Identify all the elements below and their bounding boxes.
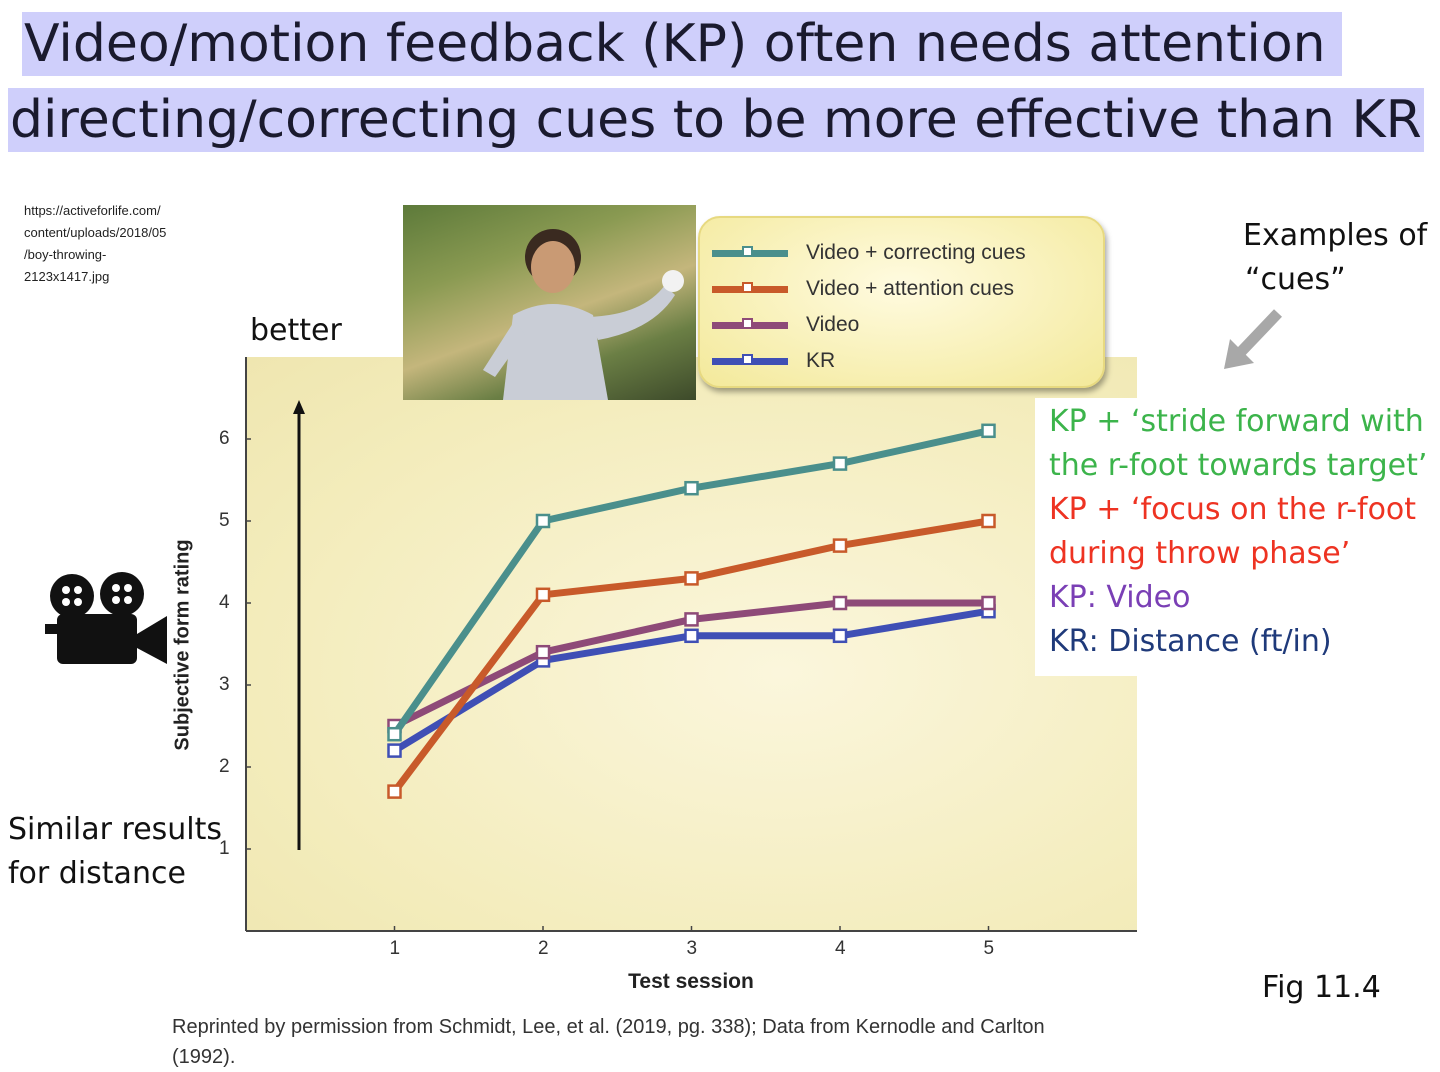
- slide-title-line-2: directing/correcting cues to be more eff…: [8, 88, 1424, 152]
- better-label: better: [250, 313, 342, 348]
- data-point: [832, 628, 848, 644]
- legend-item: Video + correcting cues: [712, 238, 1026, 268]
- cue-note: KP + ‘stride forward with: [1049, 404, 1424, 439]
- data-point: [981, 513, 996, 529]
- data-point: [832, 538, 848, 553]
- y-tick-label: 3: [219, 674, 230, 695]
- y-tick-label: 1: [219, 838, 230, 859]
- chart-legend: Video + correcting cues Video + attentio…: [698, 216, 1105, 388]
- data-point: [535, 513, 551, 529]
- legend-item: Video: [712, 310, 859, 340]
- cue-notes: KP + ‘stride forward with the r-foot tow…: [1035, 398, 1440, 676]
- source-line: https://activeforlife.com/: [24, 203, 161, 218]
- y-axis-title: Subjective form rating: [171, 539, 194, 751]
- data-point: [684, 571, 699, 586]
- cue-note: during throw phase’: [1049, 536, 1351, 571]
- legend-swatch: [712, 353, 788, 365]
- data-point: [535, 587, 551, 603]
- figure-label: Fig 11.4: [1262, 970, 1381, 1005]
- data-point: [387, 784, 402, 799]
- legend-label: Video: [806, 313, 860, 336]
- data-point: [387, 726, 402, 742]
- cue-note: KR: Distance (ft/in): [1049, 624, 1332, 659]
- legend-item: Video + attention cues: [712, 274, 1014, 304]
- data-point: [535, 644, 551, 660]
- x-tick-label: 1: [389, 938, 401, 959]
- cue-note: the r-foot towards target’: [1049, 448, 1428, 483]
- plot-area: [246, 357, 1137, 931]
- data-point: [981, 595, 996, 611]
- y-tick-label: 2: [219, 756, 230, 777]
- legend-swatch: [712, 317, 788, 329]
- source-line: content/uploads/2018/05: [24, 225, 167, 240]
- cues-heading-line: Examples of: [1243, 218, 1428, 253]
- similar-results-note: Similar results for distance: [8, 808, 222, 896]
- data-point: [387, 743, 402, 758]
- legend-swatch: [712, 245, 788, 257]
- legend-label: Video + attention cues: [806, 277, 1015, 300]
- y-tick-label: 4: [219, 592, 230, 613]
- cue-note: KP + ‘focus on the r-foot: [1049, 492, 1417, 527]
- note-line: Similar results: [8, 812, 223, 847]
- cues-heading-line: “cues”: [1245, 262, 1346, 297]
- credit-text: Reprinted by permission from Schmidt, Le…: [172, 1016, 1045, 1068]
- data-point: [832, 595, 848, 611]
- y-tick-label: 6: [219, 428, 230, 449]
- data-point: [684, 480, 699, 496]
- image-source-url: https://activeforlife.com/ content/uploa…: [24, 200, 166, 288]
- slide-title-line-1: Video/motion feedback (KP) often needs a…: [22, 12, 1342, 76]
- source-line: 2123x1417.jpg: [24, 269, 110, 284]
- x-tick-label: 4: [835, 938, 846, 959]
- legend-swatch: [712, 281, 788, 293]
- data-point: [832, 456, 848, 471]
- x-tick-label: 3: [686, 938, 698, 959]
- up-arrow-head: [293, 400, 305, 414]
- data-point: [684, 628, 699, 644]
- data-point: [981, 423, 996, 439]
- x-axis-title: Test session: [628, 970, 754, 993]
- gray-arrow-down-left-icon: [1224, 309, 1282, 369]
- y-tick-label: 5: [219, 510, 230, 531]
- legend-label: KR: [806, 349, 836, 372]
- boy-throwing-photo: [403, 205, 696, 400]
- cues-heading: Examples of “cues”: [1243, 214, 1427, 302]
- cue-note: KP: Video: [1049, 580, 1191, 615]
- video-camera-icon: [45, 572, 167, 664]
- series-line: [391, 517, 990, 794]
- boy-figure: [483, 229, 684, 400]
- x-tick-label: 5: [983, 938, 995, 959]
- x-tick-label: 2: [538, 938, 549, 959]
- legend-item: KR: [712, 346, 835, 376]
- data-point: [684, 612, 699, 627]
- note-line: for distance: [8, 856, 186, 891]
- legend-label: Video + correcting cues: [806, 241, 1026, 264]
- source-line: /boy-throwing-: [24, 247, 107, 262]
